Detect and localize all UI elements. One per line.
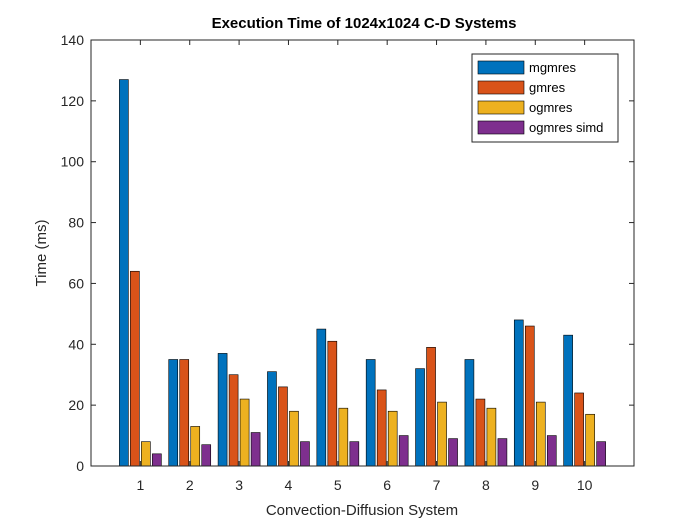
x-tick-label: 6 — [383, 477, 391, 493]
bar-gmres-7 — [426, 347, 436, 467]
x-tick-label: 5 — [334, 477, 342, 493]
bar-gmres-4 — [278, 386, 288, 467]
x-tick-label: 4 — [285, 477, 293, 493]
bar-ogmres-simd-4 — [300, 441, 310, 467]
x-axis-label: Convection-Diffusion System — [266, 502, 458, 519]
legend-label: mgmres — [529, 60, 576, 75]
bar-ogmres-7 — [437, 401, 447, 467]
bar-mgmres-5 — [316, 328, 327, 467]
bar-gmres-1 — [130, 270, 140, 467]
bar-gmres-5 — [327, 340, 338, 467]
legend-label: ogmres simd — [529, 120, 603, 135]
bar-ogmres-simd-7 — [448, 438, 458, 467]
bar-ogmres-simd-2 — [201, 444, 212, 467]
x-tick-label: 2 — [186, 477, 194, 493]
y-tick-label: 100 — [61, 154, 85, 170]
bar-ogmres-simd-9 — [546, 435, 557, 467]
legend-label: gmres — [529, 80, 566, 95]
bar-ogmres-simd-3 — [250, 432, 261, 467]
axes-group: 0 20 40 60 80 100 120 140 1 2 3 4 5 6 7 8 9 10 — [61, 32, 635, 493]
bar-ogmres-8 — [486, 407, 497, 467]
legend-swatch — [477, 100, 525, 115]
bar-mgmres-7 — [415, 368, 425, 467]
y-tick-label: 0 — [76, 458, 84, 474]
bar-gmres-6 — [376, 389, 387, 467]
y-tick-label: 140 — [61, 32, 85, 48]
y-tick-label: 20 — [68, 397, 84, 413]
bar-ogmres-6 — [387, 410, 398, 467]
x-tick-label: 9 — [531, 477, 539, 493]
bar-ogmres-simd-6 — [398, 435, 409, 467]
bar-gmres-2 — [179, 359, 190, 467]
bar-mgmres-10 — [563, 334, 573, 467]
legend-swatch — [477, 120, 525, 135]
bar-ogmres-2 — [190, 426, 201, 467]
bar-mgmres-8 — [464, 359, 475, 467]
y-tick-label: 40 — [68, 336, 84, 352]
bar-ogmres-5 — [338, 407, 349, 467]
legend-label: ogmres — [529, 100, 573, 115]
axes-box — [90, 39, 635, 467]
bar-mgmres-6 — [365, 359, 376, 467]
bar-mgmres-2 — [168, 359, 179, 467]
legend-swatch — [477, 80, 525, 95]
y-axis-label: Time (ms) — [33, 220, 50, 287]
bar-ogmres-simd-10 — [596, 441, 606, 467]
bar-ogmres-simd-5 — [349, 441, 360, 467]
bar-gmres-10 — [574, 392, 584, 467]
bar-mgmres-4 — [267, 371, 277, 467]
legend-swatch — [477, 60, 525, 75]
y-tick-label: 60 — [68, 275, 84, 291]
x-tick-label: 8 — [482, 477, 490, 493]
x-tick-label: 1 — [136, 477, 144, 493]
bar-ogmres-10 — [585, 413, 595, 467]
bar-ogmres-simd-8 — [497, 438, 508, 467]
x-tick-label: 7 — [433, 477, 441, 493]
y-tick-label: 120 — [61, 93, 85, 109]
x-tick-label: 3 — [235, 477, 243, 493]
bar-ogmres-4 — [289, 410, 299, 467]
y-tick-label: 80 — [68, 215, 84, 231]
chart-title: Execution Time of 1024x1024 C-D Systems — [212, 15, 517, 32]
legend: mgmres gmres ogmres ogmres simd — [471, 53, 619, 143]
bar-ogmres-simd-1 — [152, 453, 162, 467]
bar-ogmres-9 — [535, 401, 546, 467]
bar-gmres-9 — [524, 325, 535, 467]
bar-mgmres-9 — [513, 319, 524, 467]
bar-ogmres-3 — [239, 398, 250, 467]
bar-gmres-3 — [228, 374, 239, 467]
bar-mgmres-3 — [217, 353, 228, 467]
bar-ogmres-1 — [141, 441, 151, 467]
x-tick-label: 10 — [577, 477, 593, 493]
bar-mgmres-1 — [119, 79, 129, 467]
bar-gmres-8 — [475, 398, 486, 467]
